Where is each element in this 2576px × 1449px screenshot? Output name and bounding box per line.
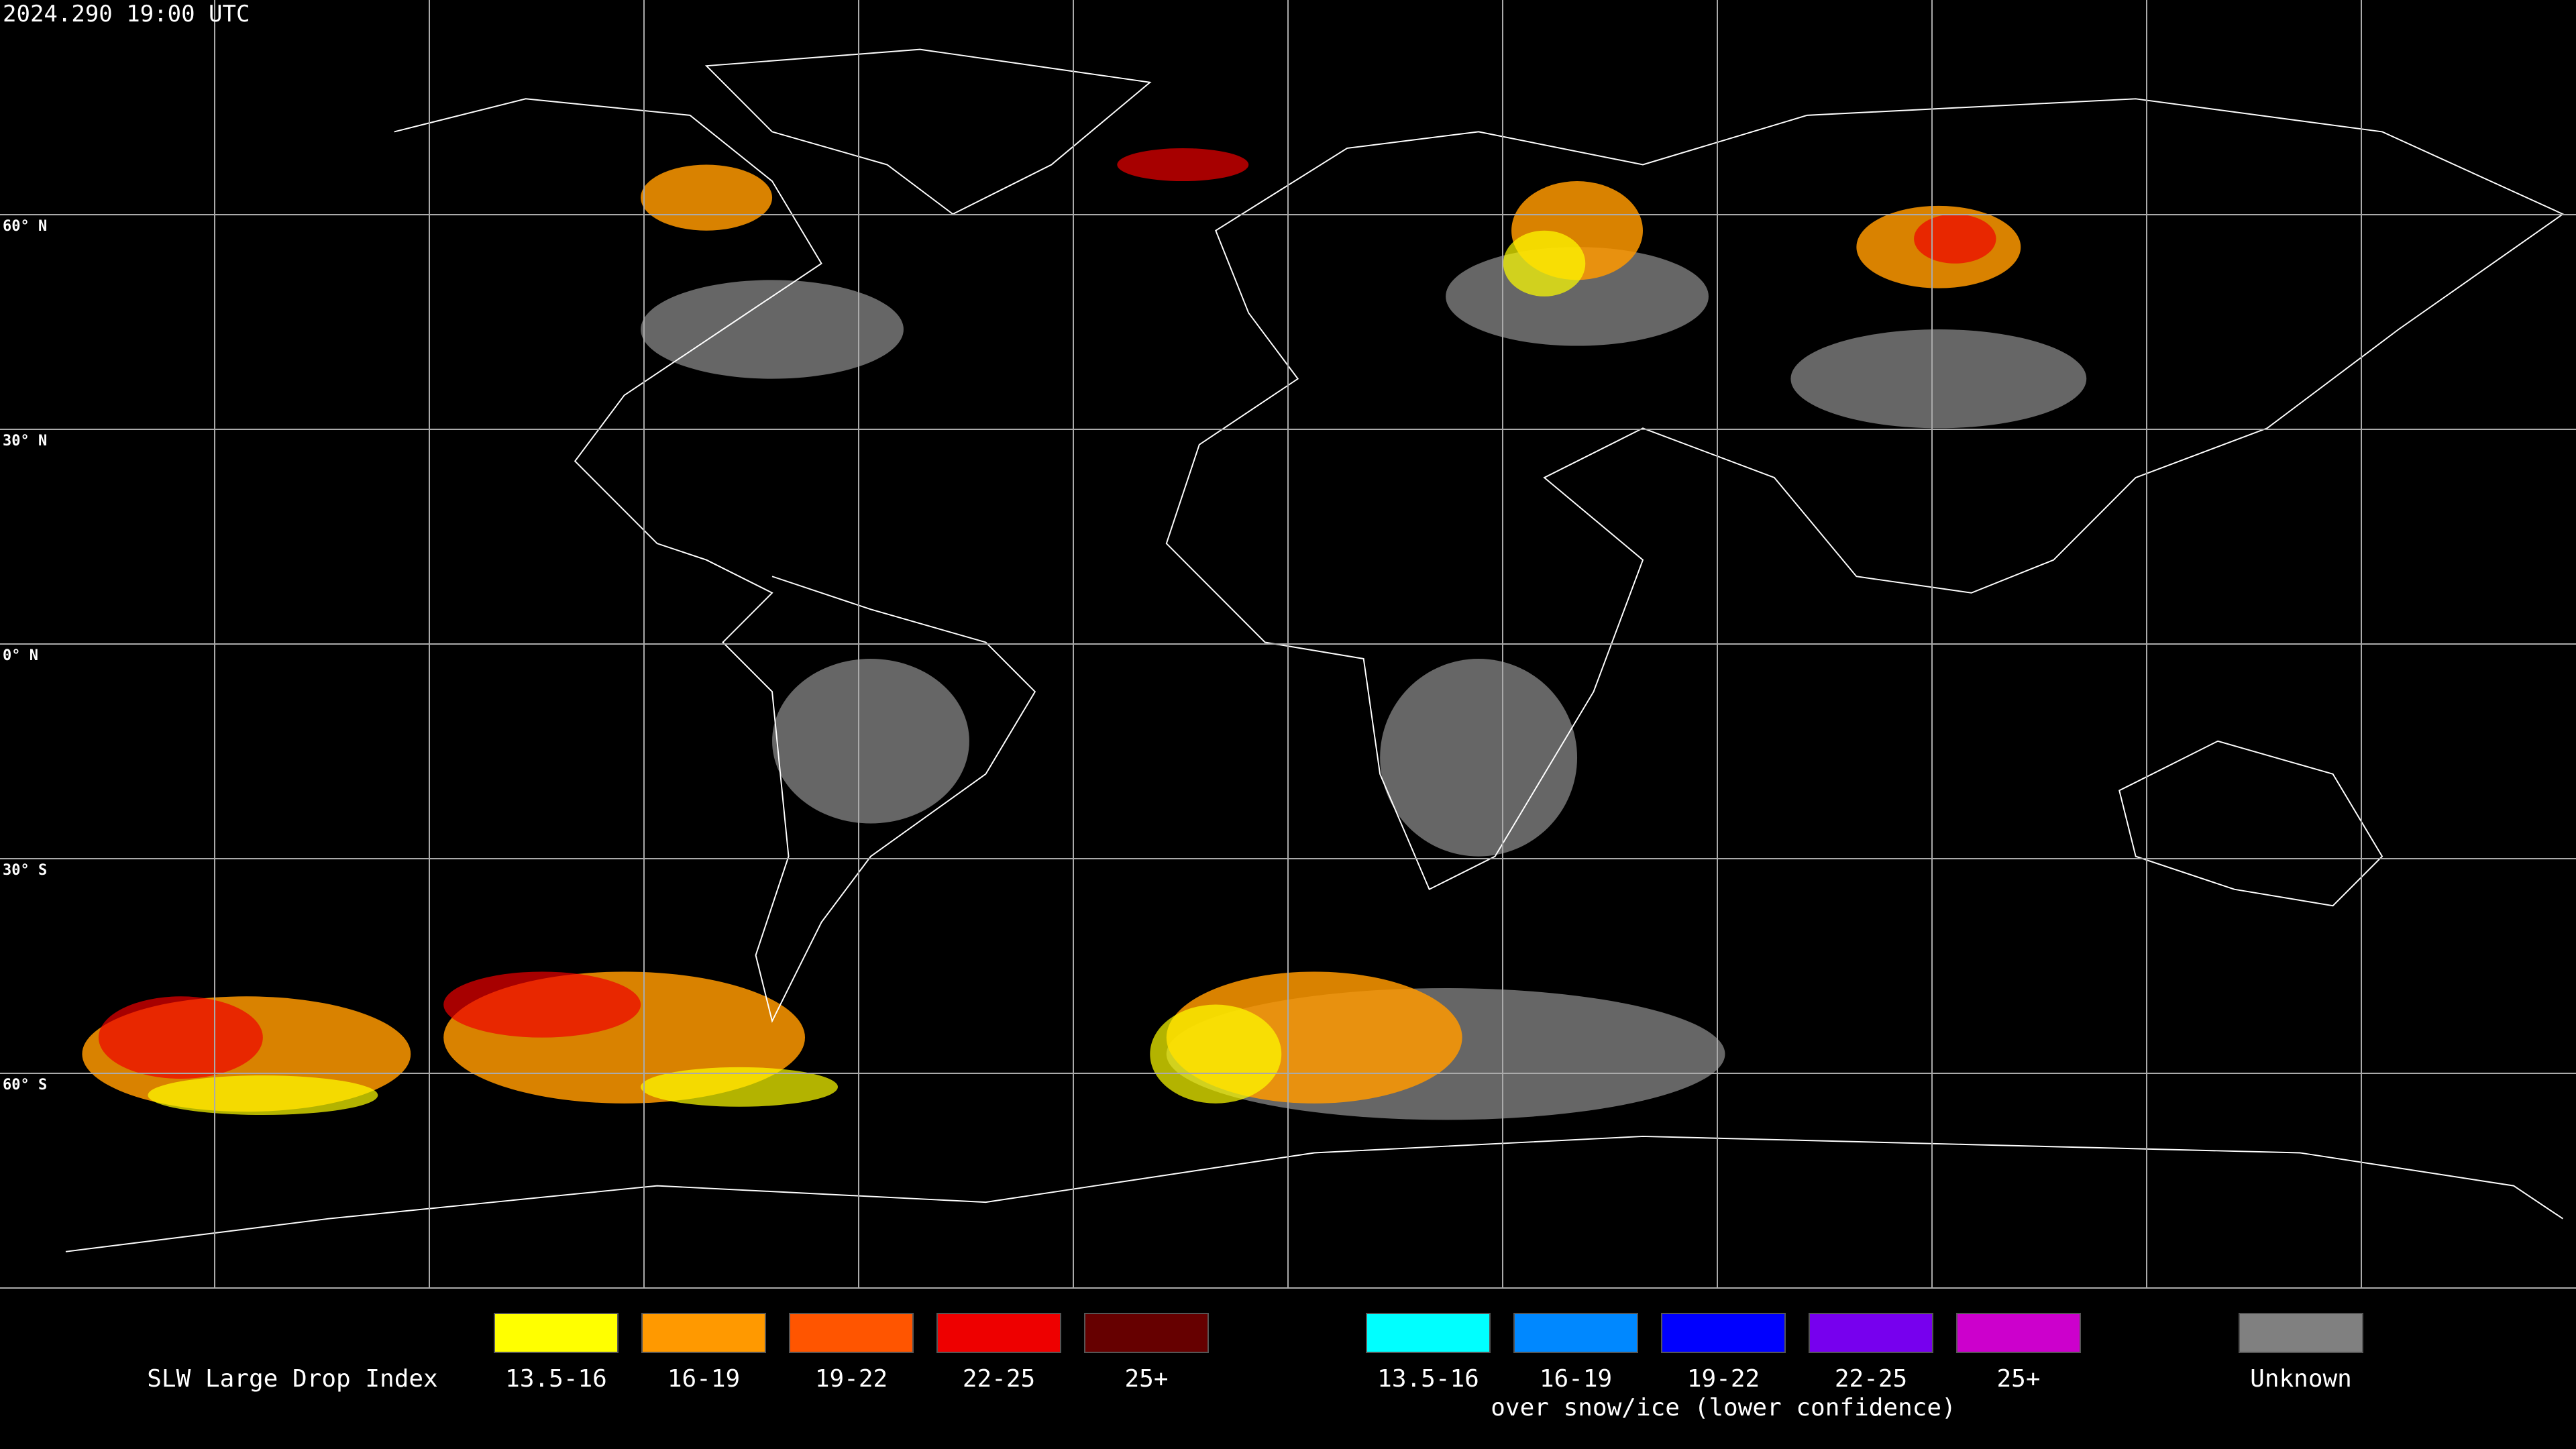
legend-label: 13.5-16 (1377, 1365, 1479, 1393)
latitude-labels: 60° N 30° N 0° N 30° S 60° S (3, 218, 47, 1093)
legend-label: 22-25 (1835, 1365, 1907, 1393)
cloud-field (65, 48, 2565, 1252)
legend-swatch (641, 1313, 766, 1353)
legend-label: 19-22 (1687, 1365, 1760, 1393)
graticule (0, 0, 2576, 1289)
map (0, 0, 2576, 1289)
legend-swatch (1956, 1313, 2081, 1353)
legend-swatch (1661, 1313, 1786, 1353)
legend-label: 25+ (1124, 1365, 1168, 1393)
legend-swatch (789, 1313, 914, 1353)
lat-label: 30° N (3, 433, 47, 449)
legend-swatch (2239, 1313, 2363, 1353)
lat-label: 30° S (3, 862, 47, 879)
legend-label: 16-19 (667, 1365, 740, 1393)
legend-swatch (1809, 1313, 1933, 1353)
legend-label: 25+ (1996, 1365, 2040, 1393)
legend-label: 22-25 (963, 1365, 1035, 1393)
lat-label: 60° N (3, 218, 47, 235)
legend-label: 19-22 (815, 1365, 888, 1393)
legend: SLW Large Drop Index 13.5-16 16-19 19-22 22… (147, 1313, 2363, 1421)
legend-label: 13.5-16 (505, 1365, 607, 1393)
legend-swatch (1084, 1313, 1209, 1353)
lat-label: 0° N (3, 647, 38, 664)
legend-swatch (1366, 1313, 1491, 1353)
legend-label: 16-19 (1540, 1365, 1612, 1393)
legend-swatch (936, 1313, 1061, 1353)
legend-swatch (494, 1313, 619, 1353)
coastlines (65, 48, 2565, 1252)
legend-swatch (1513, 1313, 1638, 1353)
legend-caption: over snow/ice (lower confidence) (1491, 1394, 1956, 1421)
legend-title: SLW Large Drop Index (147, 1365, 437, 1393)
legend-label: Unknown (2250, 1365, 2352, 1393)
timestamp: 2024.290 19:00 UTC (3, 1, 250, 28)
lat-label: 60° S (3, 1077, 47, 1093)
